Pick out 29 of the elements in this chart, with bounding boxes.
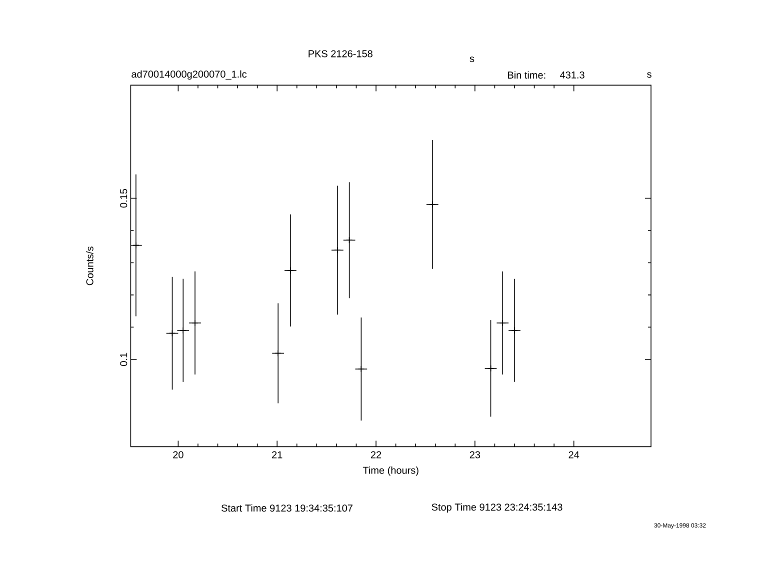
point — [274, 350, 282, 357]
x-tick-label: 21 — [272, 451, 282, 458]
point — [287, 267, 294, 274]
x-axis-title: Time (hours) — [362, 466, 418, 476]
text: ad70014000g200070_1.lc — [132, 70, 247, 80]
text: Bin time: — [508, 71, 546, 79]
x-tick-label: 23 — [470, 451, 480, 458]
x-tick-label: 22 — [370, 451, 382, 458]
text: 431.3 — [560, 71, 584, 79]
point — [346, 236, 353, 244]
x-tick-label: 20 — [173, 451, 184, 458]
y-axis-title: Counts/s — [86, 246, 94, 286]
point — [499, 320, 506, 326]
point — [334, 246, 341, 254]
point — [429, 201, 436, 208]
text: s — [470, 56, 474, 62]
point — [192, 320, 198, 326]
x-tick-label: 24 — [568, 451, 580, 458]
point — [180, 326, 187, 334]
text: s — [647, 72, 652, 78]
text: Stop Time 9123 23:24:35:143 — [432, 503, 562, 513]
point — [511, 326, 518, 334]
text: Start Time 9123 19:34:35:107 — [221, 504, 352, 512]
point — [487, 364, 494, 372]
y-tick-label: 0.1 — [120, 352, 128, 366]
y-tick-label: 0.15 — [120, 188, 128, 208]
chart-title: PKS 2126-158 — [308, 50, 372, 58]
point — [358, 366, 365, 372]
point — [168, 330, 176, 337]
